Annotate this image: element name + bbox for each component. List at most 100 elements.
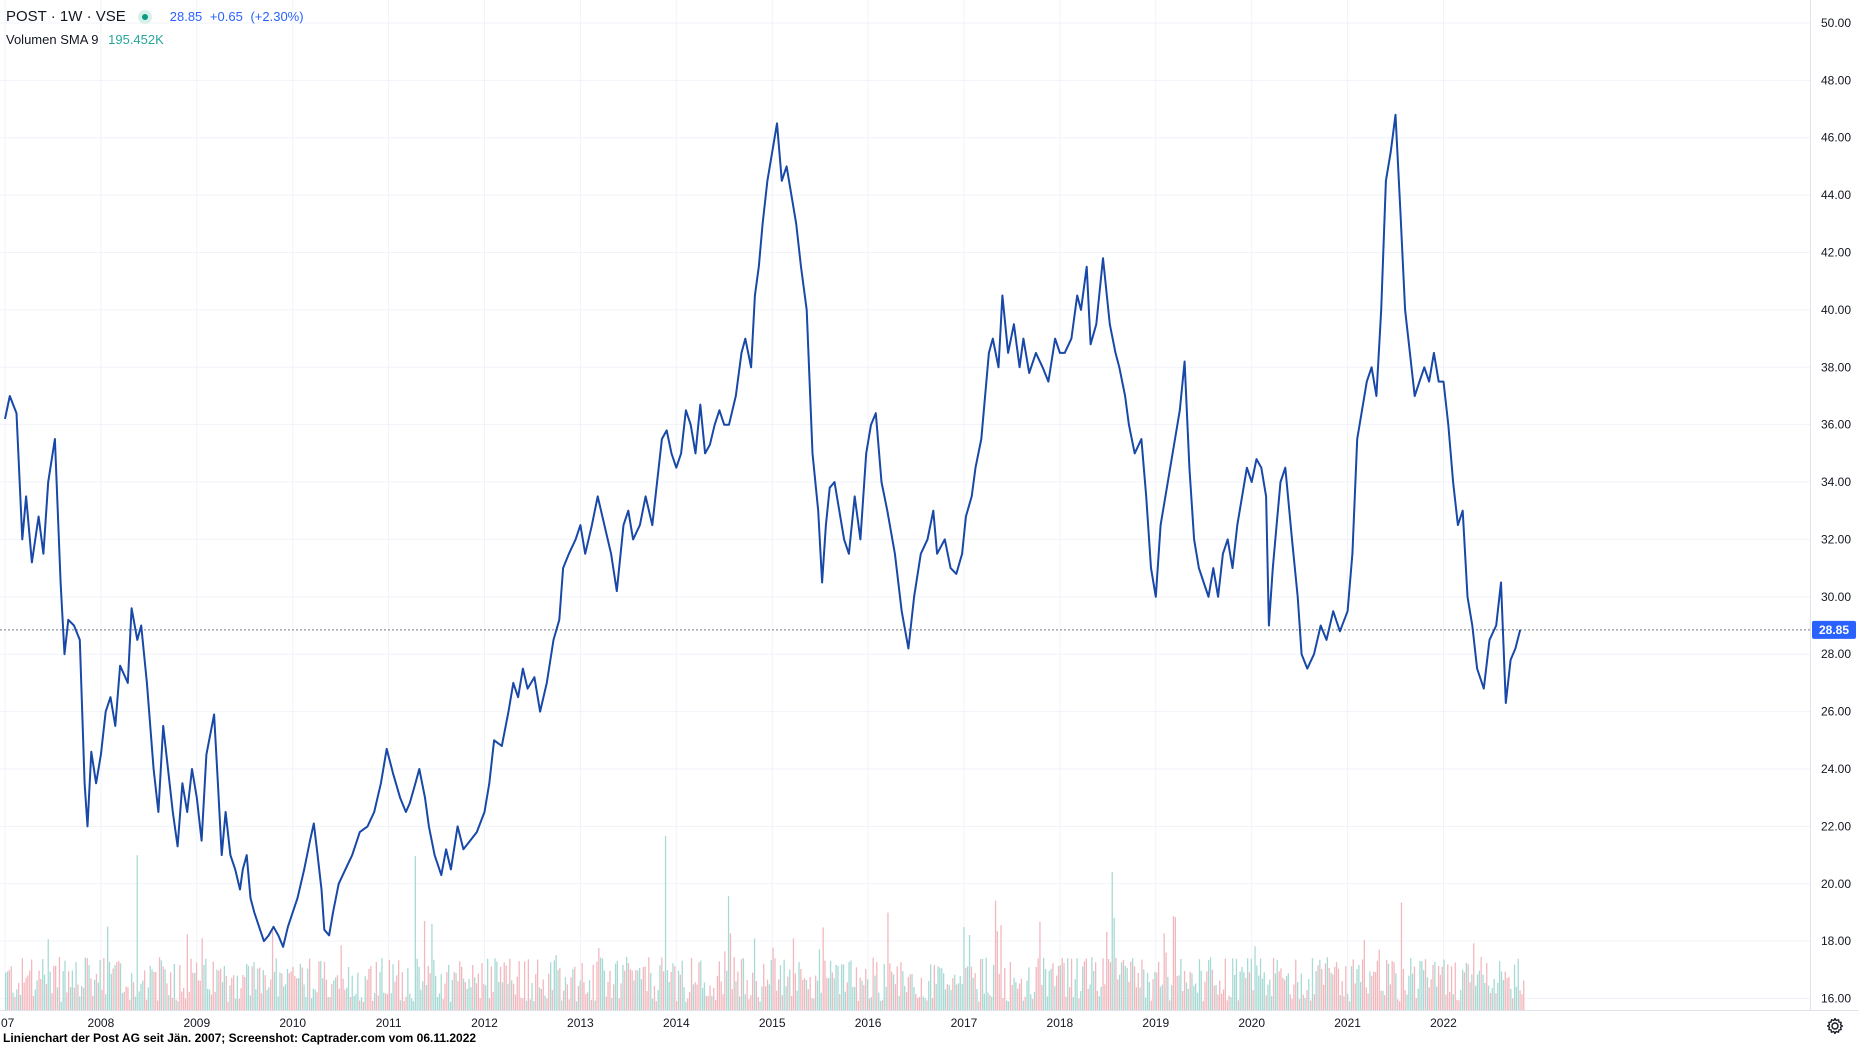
volume-bar [1146,973,1149,1010]
volume-bar [1230,997,1232,1010]
volume-bar [1499,961,1501,1010]
volume-bar [642,967,644,1010]
volume-bar [1198,959,1201,1010]
volume-bar [687,998,689,1010]
volume-bar [607,981,609,1010]
volume-bar [262,970,264,1010]
volume-bar [850,960,852,1010]
volume-bar [1252,990,1254,1010]
volume-bar [423,920,426,1010]
volume-bar [1456,999,1458,1010]
volume-bar [946,984,948,1010]
volume-bar [505,965,507,1010]
volume-bar [438,993,441,1010]
volume-bar [861,980,863,1010]
volume-bar [1091,957,1093,1010]
volume-bar [674,966,676,1010]
volume-bar [192,972,194,1010]
volume-bar [1417,988,1419,1010]
volume-bar [1400,902,1403,1010]
volume-bar [301,967,303,1010]
volume-bar [1059,965,1061,1010]
volume-bar [629,969,631,1010]
x-tick-label: 2017 [951,1016,978,1030]
volume-bar [297,978,300,1010]
y-tick-label: 50.00 [1821,16,1851,30]
volume-bar [690,958,693,1010]
volume-bar [594,1000,596,1010]
volume-bar [579,980,581,1010]
volume-bar [770,960,772,1010]
volume-bar [696,984,698,1010]
volume-bar [715,1000,717,1010]
volume-bar [1165,952,1167,1010]
volume-bar [1486,963,1488,1010]
volume-bar [815,975,817,1010]
volume-bar [464,982,466,1010]
volume-bar [779,965,782,1010]
volume-bar [396,975,398,1010]
y-tick-label: 24.00 [1821,762,1851,776]
volume-bar [105,994,107,1010]
volume-bar [835,964,837,1010]
volume-bar [896,966,898,1010]
x-tick-label: 2011 [376,1016,402,1030]
volume-bar [855,967,858,1010]
volume-bar [1243,972,1245,1010]
volume-bar [449,1001,452,1010]
volume-bar [1128,981,1130,1010]
volume-bar [1019,983,1021,1010]
volume-bar [125,986,127,1010]
volume-bar [123,991,125,1010]
time-axis[interactable]: 07 2008 2009 2010 2011 2012 2013 2014 2015 2016 20… [1,1016,1457,1030]
volume-bar [583,982,585,1010]
volume-bar [1209,957,1212,1010]
volume-bar [613,984,615,1010]
volume-bar [1137,973,1139,1010]
volume-bar [785,986,787,1010]
volume-bar [1154,972,1156,1010]
volume-bar [238,998,240,1010]
volume-bar [659,965,661,1010]
volume-bar [577,986,580,1010]
volume-bar [626,957,628,1010]
settings-gear-icon[interactable] [1826,1017,1844,1035]
volume-bar [162,966,164,1010]
volume-bar [918,996,921,1010]
volume-bar [620,983,622,1010]
volume-bar [792,938,795,1010]
volume-bar [377,995,379,1010]
volume-bar [1228,995,1230,1010]
volume-bar [707,995,709,1010]
volume-bar [537,959,539,1010]
volume-bar [1360,982,1362,1010]
volume-bar [672,963,674,1010]
volume-bar [112,968,114,1010]
volume-bar [1082,966,1084,1010]
x-tick-label: 2015 [759,1016,786,1030]
volume-bar [718,961,720,1010]
symbol-title[interactable]: POST · 1W · VSE [6,8,126,25]
volume-bar [993,964,995,1010]
volume-bar [900,962,902,1010]
volume-bar [1234,975,1236,1010]
volume-bar [868,998,871,1010]
volume-bar [97,982,99,1010]
volume-label[interactable]: Volumen SMA 9 [6,32,99,47]
volume-bar [34,989,36,1010]
chart-caption: Linienchart der Post AG seit Jän. 2007; … [3,1031,477,1045]
x-tick-label: 2021 [1334,1016,1361,1030]
volume-bar [611,997,613,1010]
volume-bar [351,975,353,1010]
price-axis[interactable]: 16.00 18.00 20.00 22.00 24.00 26.00 28.00 30.00… [1821,16,1851,1006]
last-price: 28.85 [169,9,203,24]
volume-bar [1104,984,1106,1010]
volume-bar [609,970,611,1010]
volume-bar [563,990,565,1010]
volume-bar [1441,966,1443,1010]
volume-bar [435,975,437,1010]
volume-bar [733,957,735,1010]
volume-bar [247,965,250,1010]
volume-bar [470,987,472,1010]
